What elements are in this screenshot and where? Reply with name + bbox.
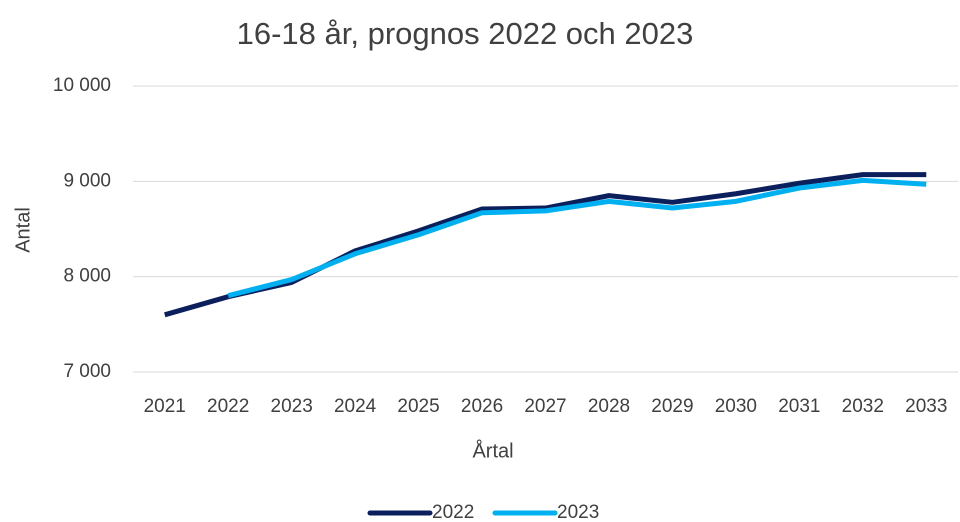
x-tick-label: 2022: [207, 396, 249, 417]
x-tick-label: 2024: [334, 396, 377, 417]
y-tick-label: 10 000: [53, 75, 111, 96]
x-tick-label: 2029: [651, 396, 693, 417]
x-tick-label: 2027: [524, 396, 566, 417]
x-tick-label: 2021: [144, 396, 186, 417]
legend-label: 2022: [432, 502, 474, 522]
series-line: [227, 177, 927, 299]
x-tick-label: 2032: [842, 396, 884, 417]
legend-label: 2023: [557, 502, 599, 522]
x-tick-label: 2025: [397, 396, 439, 417]
x-tick-label: 2031: [778, 396, 820, 417]
x-tick-label: 2028: [588, 396, 630, 417]
x-tick-label: 2030: [715, 396, 757, 417]
x-axis-title: Årtal: [472, 439, 513, 462]
x-tick-label: 2033: [905, 396, 947, 417]
chart-title: 16-18 år, prognos 2022 och 2023: [237, 16, 694, 51]
series-line: [164, 172, 927, 318]
x-tick-label: 2026: [461, 396, 503, 417]
y-tick-label: 8 000: [63, 266, 111, 287]
y-tick-label: 7 000: [63, 361, 111, 382]
x-tick-label: 2023: [271, 396, 313, 417]
y-tick-label: 9 000: [63, 170, 111, 191]
y-axis-title: Antal: [12, 207, 34, 253]
